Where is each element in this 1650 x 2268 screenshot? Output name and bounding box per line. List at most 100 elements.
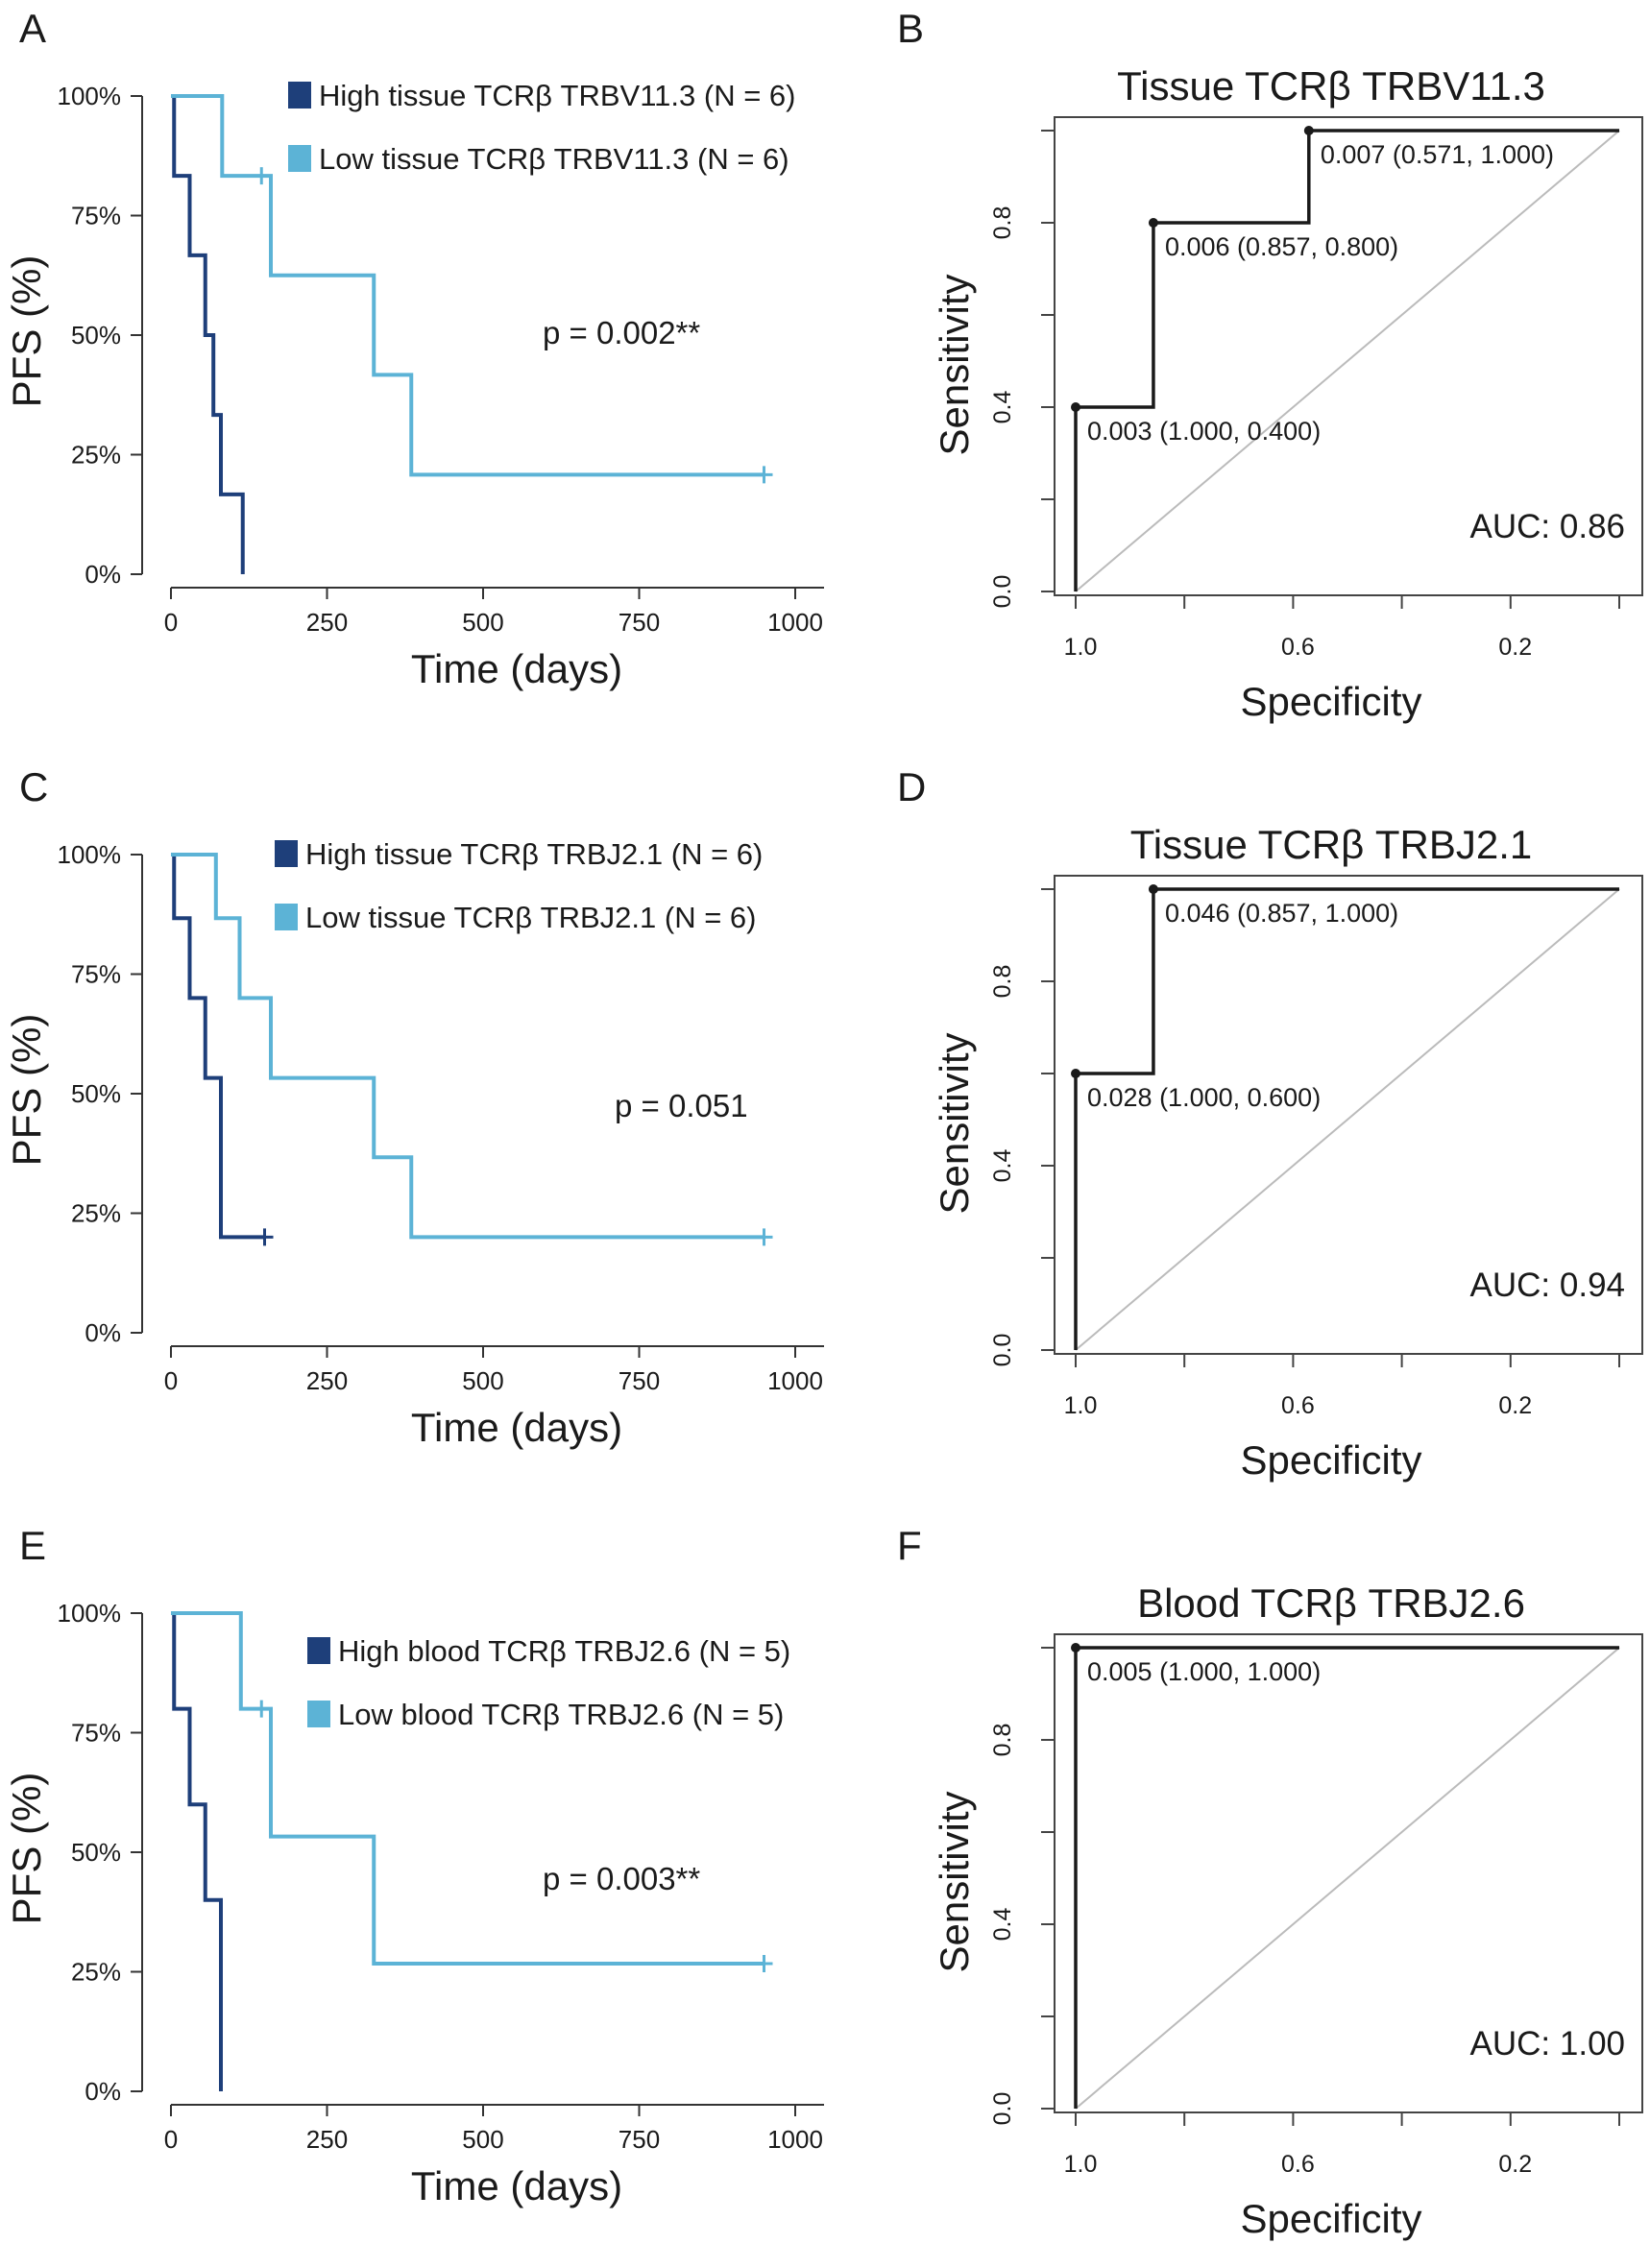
km-axes: 0% 25% 50% 75% 100% 0 250 500 750 1000 Time (days)… — [4, 1599, 824, 2208]
panel-letter-b: B — [897, 6, 924, 51]
legend-swatch-low — [307, 1701, 330, 1727]
x-tick-label: 0.2 — [1498, 634, 1532, 661]
km-panel-e: 0% 25% 50% 75% 100% 0 250 500 750 1000 Time (days)… — [4, 1599, 824, 2208]
y-tick-label: 50% — [71, 1079, 121, 1108]
y-axis-title: Sensitivity — [932, 1032, 977, 1214]
auc-label: AUC: 0.94 — [1470, 1267, 1625, 1304]
legend-label-low: Low blood TCRβ TRBJ2.6 (N = 5) — [338, 1698, 784, 1731]
x-axis-title: Specificity — [1240, 679, 1421, 724]
y-tick-label: 75% — [71, 1719, 121, 1748]
threshold-label: 0.007 (0.571, 1.000) — [1321, 140, 1554, 169]
reference-diagonal — [1075, 1647, 1620, 2110]
threshold-point — [1148, 218, 1158, 228]
km-curve-high — [171, 853, 265, 1240]
panel-letter-a: A — [19, 6, 46, 51]
panel-letter-d: D — [897, 764, 926, 809]
y-tick-label: 0.0 — [989, 575, 1016, 609]
censor-mark — [255, 1228, 274, 1246]
reference-diagonal — [1075, 888, 1620, 1351]
threshold-point — [1071, 402, 1080, 412]
roc-panel-b: 0.0 0.4 0.8 1.0 0.6 0.2 Specificity Sensitivity… — [932, 63, 1643, 724]
roc-axes: 0.0 0.4 0.8 1.0 0.6 0.2 Specificity Sensitivity — [932, 1633, 1643, 2241]
p-value-label: p = 0.002** — [543, 315, 700, 350]
x-tick-label: 1000 — [767, 1366, 823, 1395]
reference-diagonal — [1075, 130, 1620, 592]
censor-mark — [253, 167, 271, 185]
y-tick-label: 0.4 — [989, 1908, 1016, 1942]
threshold-label: 0.005 (1.000, 1.000) — [1087, 1657, 1321, 1686]
p-value-label: p = 0.051 — [615, 1088, 748, 1123]
p-value-label: p = 0.003** — [543, 1861, 700, 1896]
x-axis-title: Time (days) — [411, 646, 622, 691]
x-axis-title: Time (days) — [411, 1405, 622, 1450]
plot-frame — [1054, 875, 1643, 1355]
x-tick-label: 0.6 — [1281, 1392, 1315, 1419]
x-axis-title: Specificity — [1240, 2196, 1421, 2241]
plot-frame — [1054, 1633, 1643, 2113]
panel-letter-e: E — [19, 1523, 46, 1568]
km-curve-low — [171, 1611, 764, 1966]
km-curve-high — [171, 94, 245, 574]
x-tick-label: 750 — [619, 2125, 660, 2154]
legend-label-high: High tissue TCRβ TRBV11.3 (N = 6) — [319, 79, 795, 112]
roc-curve — [1074, 887, 1619, 1350]
x-tick-label: 0.6 — [1281, 634, 1315, 661]
threshold-point — [1148, 884, 1158, 894]
censor-mark — [755, 1955, 773, 1973]
x-tick-label: 500 — [462, 608, 503, 637]
y-tick-label: 0.0 — [989, 1334, 1016, 1367]
km-legend: High tissue TCRβ TRBV11.3 (N = 6) Low tis… — [288, 79, 795, 176]
censor-mark — [253, 1700, 271, 1718]
km-panel-a: 0% 25% 50% 75% 100% 0 250 500 750 1000 Time (days)… — [4, 79, 824, 691]
x-tick-label: 0.2 — [1498, 2151, 1532, 2178]
plot-frame — [1054, 116, 1643, 596]
legend-label-high: High blood TCRβ TRBJ2.6 (N = 5) — [338, 1634, 790, 1668]
y-tick-label: 100% — [58, 82, 122, 110]
legend-swatch-high — [275, 840, 298, 867]
km-axes: 0% 25% 50% 75% 100% 0 250 500 750 1000 Time (days)… — [4, 840, 824, 1450]
km-axes: 0% 25% 50% 75% 100% 0 250 500 750 1000 Time (days)… — [4, 82, 824, 691]
y-tick-label: 0.8 — [989, 1724, 1016, 1757]
roc-panel-d: 0.0 0.4 0.8 1.0 0.6 0.2 Specificity Sensitivity… — [932, 822, 1643, 1483]
auc-label: AUC: 1.00 — [1470, 2025, 1625, 2063]
y-tick-label: 0% — [85, 2077, 121, 2106]
y-tick-label: 50% — [71, 321, 121, 350]
chart-title: Tissue TCRβ TRBV11.3 — [1117, 63, 1545, 109]
x-tick-label: 0 — [164, 2125, 178, 2154]
censor-mark — [755, 1228, 773, 1246]
y-tick-label: 100% — [58, 840, 122, 869]
y-tick-label: 25% — [71, 1199, 121, 1228]
x-tick-label: 0 — [164, 608, 178, 637]
km-curve-low — [171, 853, 764, 1240]
km-curve-low — [171, 94, 764, 477]
threshold-point — [1071, 1069, 1080, 1078]
y-axis-title: PFS (%) — [4, 1014, 49, 1167]
x-tick-label: 0 — [164, 1366, 178, 1395]
threshold-label: 0.003 (1.000, 0.400) — [1087, 417, 1321, 446]
y-tick-label: 0.4 — [989, 391, 1016, 424]
auc-label: AUC: 0.86 — [1470, 508, 1625, 545]
threshold-label: 0.046 (0.857, 1.000) — [1165, 899, 1398, 928]
km-legend: High tissue TCRβ TRBJ2.1 (N = 6) Low tiss… — [275, 837, 763, 934]
y-tick-label: 75% — [71, 960, 121, 989]
y-tick-label: 0% — [85, 1318, 121, 1347]
y-tick-label: 0.8 — [989, 206, 1016, 240]
y-axis-title: Sensitivity — [932, 274, 977, 455]
legend-label-low: Low tissue TCRβ TRBV11.3 (N = 6) — [319, 142, 789, 176]
y-tick-label: 0.0 — [989, 2092, 1016, 2126]
x-tick-label: 1000 — [767, 608, 823, 637]
legend-swatch-low — [288, 145, 311, 172]
panel-letter-f: F — [897, 1523, 922, 1568]
censor-mark — [755, 466, 773, 484]
legend-swatch-high — [307, 1637, 330, 1664]
x-tick-label: 0.6 — [1281, 2151, 1315, 2178]
legend-swatch-low — [275, 904, 298, 930]
km-curve-high — [171, 1611, 223, 2091]
panel-letter-c: C — [19, 764, 48, 809]
y-axis-title: Sensitivity — [932, 1791, 977, 1972]
x-tick-label: 0.2 — [1498, 1392, 1532, 1419]
y-tick-label: 0% — [85, 560, 121, 589]
x-tick-label: 1.0 — [1064, 1392, 1098, 1419]
legend-label-low: Low tissue TCRβ TRBJ2.1 (N = 6) — [305, 901, 756, 934]
